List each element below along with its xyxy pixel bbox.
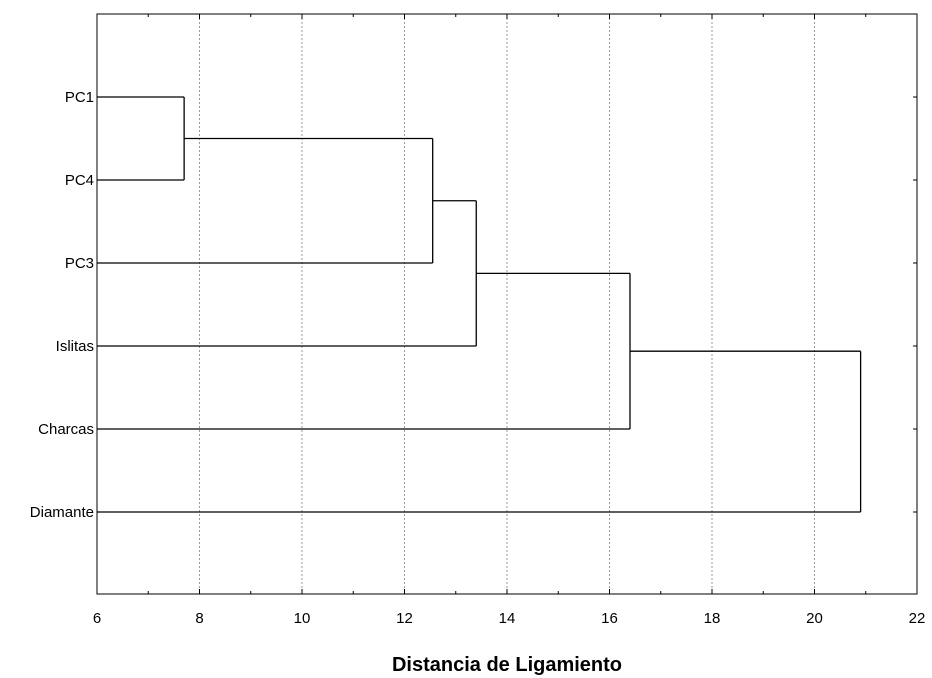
x-tick-label: 12 — [396, 610, 413, 627]
x-tick-label: 8 — [195, 610, 203, 627]
x-axis-ticks: 6 8 10 12 14 16 18 20 22 — [93, 14, 926, 627]
minor-ticks — [147, 14, 917, 594]
x-tick-label: 16 — [601, 610, 618, 627]
leaf-label: PC3 — [65, 255, 94, 272]
leaf-label: Diamante — [30, 504, 94, 521]
leaf-label: PC1 — [65, 89, 94, 106]
x-axis-title: Distancia de Ligamiento — [392, 654, 622, 676]
leaf-label: Charcas — [38, 421, 94, 438]
leaf-label: PC4 — [65, 172, 94, 189]
x-tick-label: 22 — [909, 610, 926, 627]
x-tick-label: 20 — [806, 610, 823, 627]
leaf-label: Islitas — [56, 338, 94, 355]
x-tick-label: 6 — [93, 610, 101, 627]
x-tick-label: 10 — [294, 610, 311, 627]
x-tick-label: 14 — [499, 610, 516, 627]
x-tick-label: 18 — [704, 610, 721, 627]
leaf-labels: PC1 PC4 PC3 Islitas Charcas Diamante — [30, 89, 94, 521]
dendrogram-links — [97, 96, 862, 513]
grid-lines — [199, 14, 815, 594]
